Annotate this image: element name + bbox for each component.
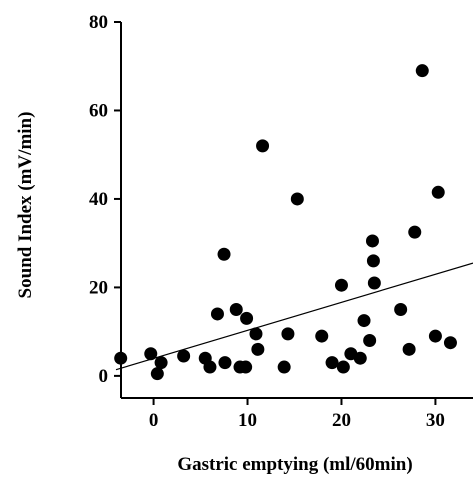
- x-tick-label: 0: [149, 410, 159, 431]
- data-point: [290, 192, 304, 206]
- data-point: [277, 360, 291, 374]
- data-point: [177, 349, 191, 363]
- data-point: [325, 356, 339, 370]
- y-tick-label: 60: [89, 100, 108, 121]
- data-point: [114, 351, 128, 365]
- data-point: [431, 185, 445, 199]
- regression-line: [115, 262, 473, 371]
- data-point: [334, 278, 348, 292]
- x-tick-label: 20: [332, 410, 351, 431]
- data-point: [394, 303, 408, 317]
- data-point: [443, 336, 457, 350]
- x-tick-label: 30: [426, 410, 445, 431]
- data-point: [251, 342, 265, 356]
- y-tick-label: 40: [89, 189, 108, 210]
- y-axis-title: Sound Index (mV/min): [15, 112, 36, 299]
- data-point: [144, 347, 158, 361]
- data-point: [249, 327, 263, 341]
- data-point: [154, 356, 168, 370]
- data-point: [357, 314, 371, 328]
- y-tick-label: 20: [89, 277, 108, 298]
- data-point: [353, 351, 367, 365]
- data-point: [150, 367, 164, 381]
- data-point: [203, 360, 217, 374]
- data-point: [366, 254, 380, 268]
- data-point: [229, 303, 243, 317]
- data-point: [415, 64, 429, 78]
- data-point: [218, 356, 232, 370]
- data-point: [256, 139, 270, 153]
- data-point: [240, 311, 254, 325]
- data-point: [217, 247, 231, 261]
- data-point: [408, 225, 422, 239]
- data-point: [402, 342, 416, 356]
- data-point: [281, 327, 295, 341]
- data-point: [367, 276, 381, 290]
- data-point: [336, 360, 350, 374]
- x-axis-title: Gastric emptying (ml/60min): [177, 454, 412, 475]
- data-point: [365, 234, 379, 248]
- y-tick-label: 80: [89, 12, 108, 33]
- data-point: [239, 360, 253, 374]
- data-point: [363, 333, 377, 347]
- y-tick-label: 0: [99, 366, 109, 387]
- data-point: [315, 329, 329, 343]
- data-point: [210, 307, 224, 321]
- x-axis-ticks: 0 10 20 30: [149, 398, 445, 431]
- y-axis-ticks: 0 20 40 60 80: [89, 12, 121, 387]
- data-points: [114, 64, 457, 381]
- data-point: [428, 329, 442, 343]
- x-tick-label: 10: [238, 410, 257, 431]
